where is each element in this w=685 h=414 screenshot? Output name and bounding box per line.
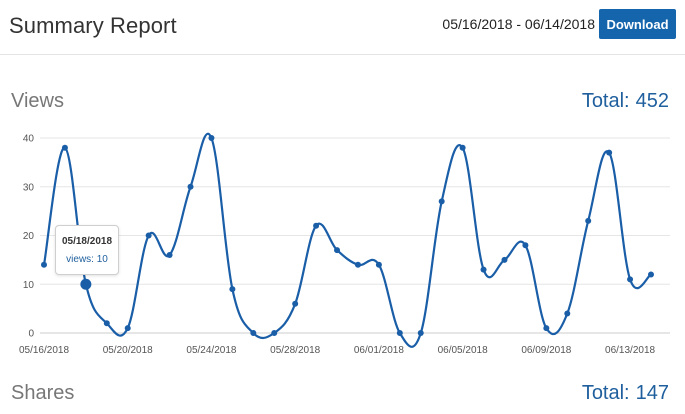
x-tick-label: 06/01/2018 xyxy=(354,345,404,356)
views-section-title: Views xyxy=(11,90,64,112)
shares-total: Total: 147 xyxy=(582,382,669,405)
data-point[interactable] xyxy=(250,330,257,336)
data-point[interactable] xyxy=(41,261,47,268)
x-tick-label: 06/09/2018 xyxy=(521,345,571,356)
data-point[interactable] xyxy=(334,247,341,254)
y-tick-label: 40 xyxy=(23,134,35,145)
data-point[interactable] xyxy=(438,198,445,205)
data-point[interactable] xyxy=(61,144,68,151)
page-title: Summary Report xyxy=(9,13,177,38)
views-line-chart[interactable]: 0 10 20 30 40 05/16/2018 05/20/2018 05/24/2018… xyxy=(0,125,685,360)
data-point[interactable] xyxy=(648,271,654,278)
y-tick-label: 0 xyxy=(28,329,34,340)
data-point[interactable] xyxy=(396,330,403,336)
tooltip-date: 05/18/2018 xyxy=(61,236,113,247)
data-point[interactable] xyxy=(354,261,361,268)
data-point[interactable] xyxy=(292,300,299,307)
data-point[interactable] xyxy=(313,222,320,229)
data-point[interactable] xyxy=(459,144,466,151)
views-series-line xyxy=(42,132,652,348)
y-axis-ticks: 0 10 20 30 40 xyxy=(23,134,35,340)
data-point[interactable] xyxy=(166,252,173,258)
data-point[interactable] xyxy=(271,330,278,336)
shares-total-label: Total: xyxy=(581,382,630,404)
data-point[interactable] xyxy=(375,261,382,268)
y-tick-label: 20 xyxy=(23,231,35,242)
data-point[interactable] xyxy=(187,183,194,190)
data-point[interactable] xyxy=(480,266,487,273)
views-data-points xyxy=(41,135,654,336)
data-point[interactable] xyxy=(417,330,424,336)
data-point[interactable] xyxy=(501,256,508,263)
x-tick-label: 06/05/2018 xyxy=(438,345,488,356)
data-point[interactable] xyxy=(522,242,529,249)
x-axis-ticks: 05/16/2018 05/20/2018 05/24/2018 05/28/2018… xyxy=(19,345,656,356)
data-point[interactable] xyxy=(543,325,550,332)
views-total-label: Total: xyxy=(581,90,630,112)
chart-tooltip: 05/18/2018 views: 10 xyxy=(55,225,119,275)
y-tick-label: 10 xyxy=(23,280,35,291)
report-header: Summary Report 05/16/2018 - 06/14/2018 D… xyxy=(0,0,685,55)
views-total: Total: 452 xyxy=(582,90,669,113)
shares-total-value: 147 xyxy=(635,382,669,404)
shares-section-title: Shares xyxy=(11,382,75,404)
x-tick-label: 05/28/2018 xyxy=(270,345,320,356)
x-tick-label: 05/24/2018 xyxy=(186,345,236,356)
data-point[interactable] xyxy=(585,217,592,224)
data-point[interactable] xyxy=(124,325,131,332)
data-point[interactable] xyxy=(229,286,236,293)
chart-grid xyxy=(40,137,670,334)
data-point[interactable] xyxy=(627,276,634,283)
data-point[interactable] xyxy=(145,232,152,239)
date-range-picker[interactable]: 05/16/2018 - 06/14/2018 xyxy=(442,16,595,32)
data-point[interactable] xyxy=(606,149,613,156)
x-tick-label: 05/20/2018 xyxy=(103,345,153,356)
x-tick-label: 06/13/2018 xyxy=(605,345,655,356)
data-point[interactable] xyxy=(564,310,571,317)
views-total-value: 452 xyxy=(635,90,669,112)
highlighted-data-point[interactable] xyxy=(80,278,92,290)
y-tick-label: 30 xyxy=(23,182,35,193)
download-button[interactable]: Download xyxy=(599,9,676,39)
tooltip-value: views: 10 xyxy=(66,254,108,265)
data-point[interactable] xyxy=(208,135,215,141)
data-point[interactable] xyxy=(103,320,110,327)
x-tick-label: 05/16/2018 xyxy=(19,345,69,356)
